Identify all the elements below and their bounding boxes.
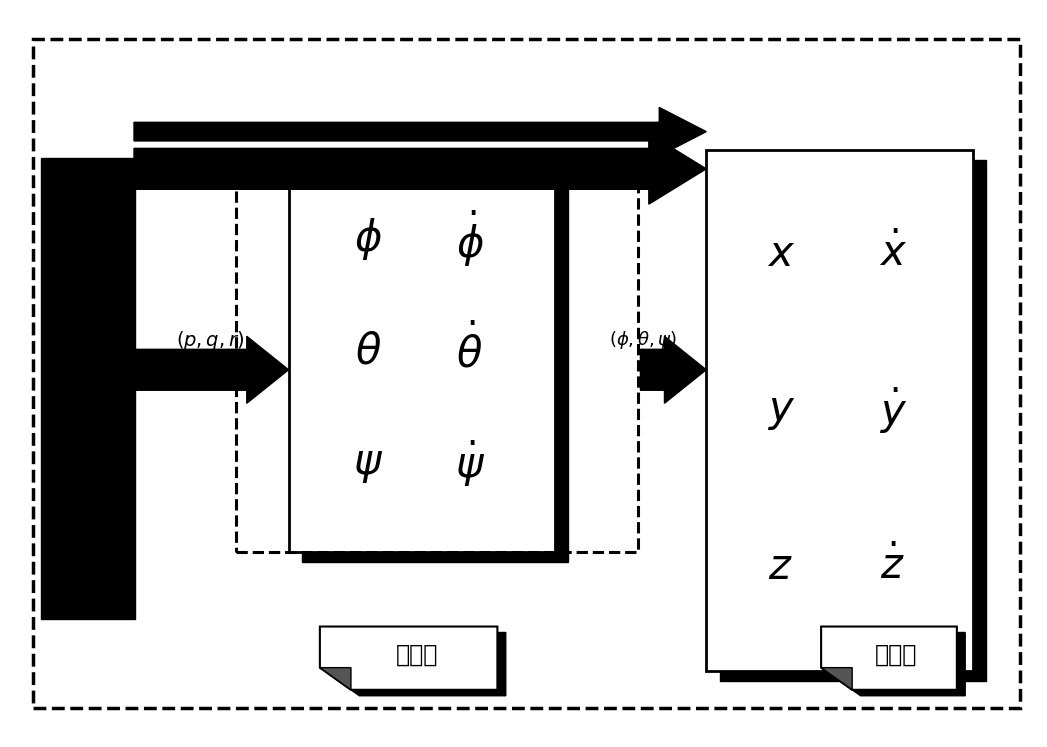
Text: $(\phi,\theta,\psi)$: $(\phi,\theta,\psi)$	[608, 329, 676, 351]
Text: $y$: $y$	[766, 390, 795, 432]
Text: $z$: $z$	[768, 546, 794, 588]
Bar	[237, 150, 639, 552]
Polygon shape	[134, 108, 707, 156]
Text: $\dot{z}$: $\dot{z}$	[881, 546, 905, 588]
Text: $\psi$: $\psi$	[354, 443, 383, 485]
Bar	[303, 160, 569, 562]
Text: $\dot{\psi}$: $\dot{\psi}$	[454, 438, 485, 489]
Bar	[720, 160, 986, 681]
Text: $\theta$: $\theta$	[355, 330, 382, 372]
Text: $\dot{\theta}$: $\dot{\theta}$	[456, 326, 483, 376]
Bar	[41, 158, 135, 619]
Polygon shape	[328, 633, 506, 695]
Bar	[289, 150, 555, 552]
Bar	[707, 150, 973, 672]
Text: $x$: $x$	[766, 233, 795, 276]
Text: $\dot{x}$: $\dot{x}$	[878, 233, 907, 276]
Text: $\dot{y}$: $\dot{y}$	[878, 385, 907, 436]
Polygon shape	[134, 134, 707, 204]
Polygon shape	[821, 627, 957, 689]
Polygon shape	[320, 627, 497, 689]
Polygon shape	[641, 336, 707, 403]
Polygon shape	[320, 668, 351, 689]
Polygon shape	[821, 668, 852, 689]
Polygon shape	[829, 633, 965, 695]
Text: $(p,q,r)$: $(p,q,r)$	[176, 329, 244, 352]
Text: $\dot{\phi}$: $\dot{\phi}$	[455, 208, 484, 269]
Polygon shape	[134, 336, 289, 403]
Text: $\phi$: $\phi$	[354, 216, 382, 261]
Text: 线运动: 线运动	[874, 643, 917, 667]
Text: 角运动: 角运动	[397, 643, 439, 667]
